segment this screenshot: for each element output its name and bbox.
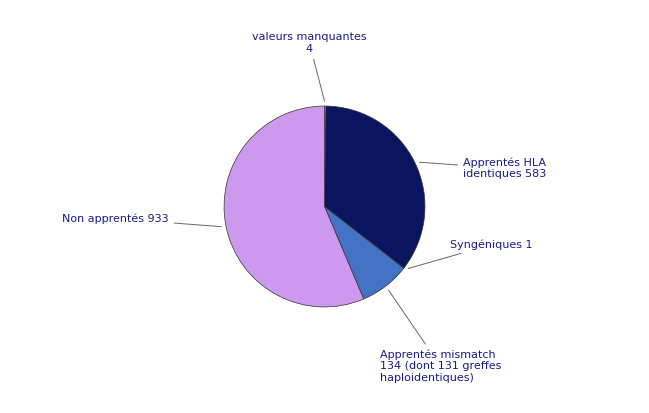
Text: Syngéniques 1: Syngéniques 1 xyxy=(408,240,533,268)
Wedge shape xyxy=(324,206,404,299)
Wedge shape xyxy=(324,206,404,268)
Text: Non apprentés 933: Non apprentés 933 xyxy=(62,213,221,227)
Text: valeurs manquantes
4: valeurs manquantes 4 xyxy=(252,32,367,101)
Wedge shape xyxy=(324,106,425,268)
Text: Apprentés mismatch
134 (dont 131 greffes
haploidentiques): Apprentés mismatch 134 (dont 131 greffes… xyxy=(380,290,501,383)
Text: Apprentés HLA
identiques 583: Apprentés HLA identiques 583 xyxy=(420,157,546,179)
Wedge shape xyxy=(324,106,326,206)
Wedge shape xyxy=(224,106,363,307)
